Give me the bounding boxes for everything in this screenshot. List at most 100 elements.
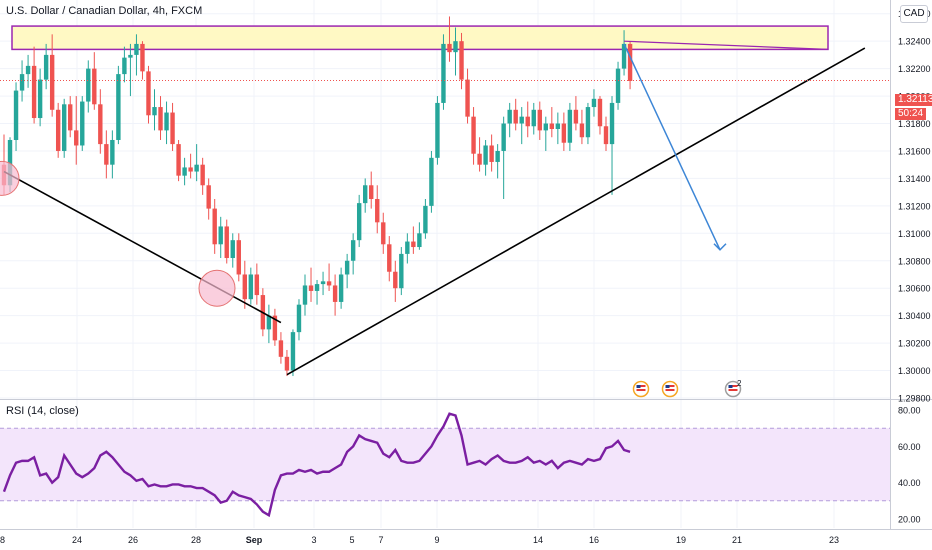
touch-marker <box>0 160 20 196</box>
candle-body <box>49 54 55 110</box>
price-tick-label: 1.30400 <box>898 311 931 321</box>
event-count-badge: 2 <box>737 379 742 388</box>
candle-body <box>363 185 368 204</box>
candle-body <box>483 145 488 165</box>
candle-body <box>513 109 518 124</box>
rsi-line <box>2 412 631 518</box>
candle-body <box>579 123 585 138</box>
candle-body <box>176 144 181 176</box>
candle-body <box>19 74 25 91</box>
candle-body <box>242 274 247 300</box>
candle-body <box>272 315 278 341</box>
candle-body <box>393 271 398 289</box>
candle-body <box>591 98 597 108</box>
candle-body <box>495 150 500 162</box>
last-price-tag: 1.32113 <box>895 94 932 106</box>
price-tick-label: 1.31000 <box>898 229 931 239</box>
candle-body <box>507 109 512 124</box>
event-icons[interactable]: 2 <box>632 379 743 398</box>
time-tick-label: 9 <box>434 535 439 545</box>
candle-body <box>296 304 302 333</box>
candle-body <box>98 104 103 145</box>
candle-body <box>338 274 344 302</box>
candle-body <box>206 185 211 209</box>
flag-stripe <box>636 389 646 391</box>
candle-body <box>573 109 579 124</box>
candle-body <box>369 185 374 199</box>
candle-body <box>375 199 380 223</box>
candle-body <box>7 139 13 186</box>
candle-body <box>248 274 254 300</box>
candle-body <box>13 90 19 140</box>
candle-body <box>567 109 573 143</box>
candle-body <box>447 43 452 53</box>
time-tick-label: 5 <box>349 535 354 545</box>
candle-body <box>80 101 85 146</box>
candle-body <box>92 68 97 105</box>
candle-body <box>381 222 386 245</box>
flag-canton <box>665 385 670 388</box>
candle-body <box>621 43 627 69</box>
candle-body <box>230 240 235 259</box>
candle-body <box>405 241 410 254</box>
candle-body <box>104 144 109 165</box>
flag-stripe <box>665 389 675 391</box>
rsi-tick-label: 20.00 <box>898 514 921 524</box>
candle-body <box>519 116 524 124</box>
touch-marker <box>198 269 236 307</box>
time-tick-label: 28 <box>0 535 5 545</box>
candlestick-series <box>1 16 633 377</box>
candle-body <box>356 203 362 241</box>
candle-body <box>188 167 193 172</box>
candle-body <box>531 109 536 127</box>
candle-body <box>122 57 127 75</box>
candle-body <box>284 356 290 371</box>
rsi-tick-label: 80.00 <box>898 406 921 416</box>
candle-body <box>146 71 151 116</box>
candle-body <box>471 116 476 154</box>
time-tick-label: 26 <box>128 535 138 545</box>
zone-connector <box>624 40 829 51</box>
candle-body <box>200 164 205 186</box>
candle-body <box>435 102 440 158</box>
candle-body <box>585 107 591 138</box>
candle-body <box>441 43 446 103</box>
candle-body <box>561 123 567 143</box>
flag-canton <box>636 385 641 388</box>
candle-body <box>609 102 615 145</box>
trendline <box>3 170 282 324</box>
candle-body <box>423 205 428 234</box>
rsi-axis[interactable]: 80.00 60.00 40.00 20.00 <box>898 406 921 525</box>
rsi-legend-label: RSI (14, close) <box>6 405 79 417</box>
candle-body <box>25 65 31 75</box>
currency-button[interactable]: CAD <box>900 5 928 23</box>
time-tick-label: 24 <box>72 535 82 545</box>
candle-body <box>465 79 470 117</box>
candle-body <box>212 208 217 245</box>
candle-body <box>278 340 284 357</box>
candle-body <box>627 43 633 81</box>
candle-body <box>459 41 464 80</box>
candle-body <box>140 43 145 72</box>
candle-body <box>31 65 37 119</box>
candle-body <box>537 109 542 131</box>
candle-body <box>290 332 296 371</box>
price-tick-label: 1.32400 <box>898 37 931 47</box>
time-axis[interactable]: 24 26 28 Sep 3 5 7 9 14 16 19 21 23 28 <box>0 535 839 545</box>
time-tick-label: 23 <box>829 535 839 545</box>
candle-body <box>266 315 272 330</box>
price-tick-label: 1.31200 <box>898 201 931 211</box>
candle-body <box>236 240 241 275</box>
touch-markers <box>0 160 236 307</box>
price-axis[interactable]: 1.326001.324001.322001.320001.318001.316… <box>898 9 931 403</box>
candle-body <box>597 98 603 127</box>
trendlines[interactable] <box>3 40 866 376</box>
candle-body <box>314 284 320 291</box>
time-tick-label: 7 <box>378 535 383 545</box>
candle-body <box>549 123 555 130</box>
price-tick-label: 1.30200 <box>898 339 931 349</box>
candle-body <box>417 233 422 248</box>
candle-body <box>194 164 199 172</box>
candle-body <box>128 54 133 58</box>
